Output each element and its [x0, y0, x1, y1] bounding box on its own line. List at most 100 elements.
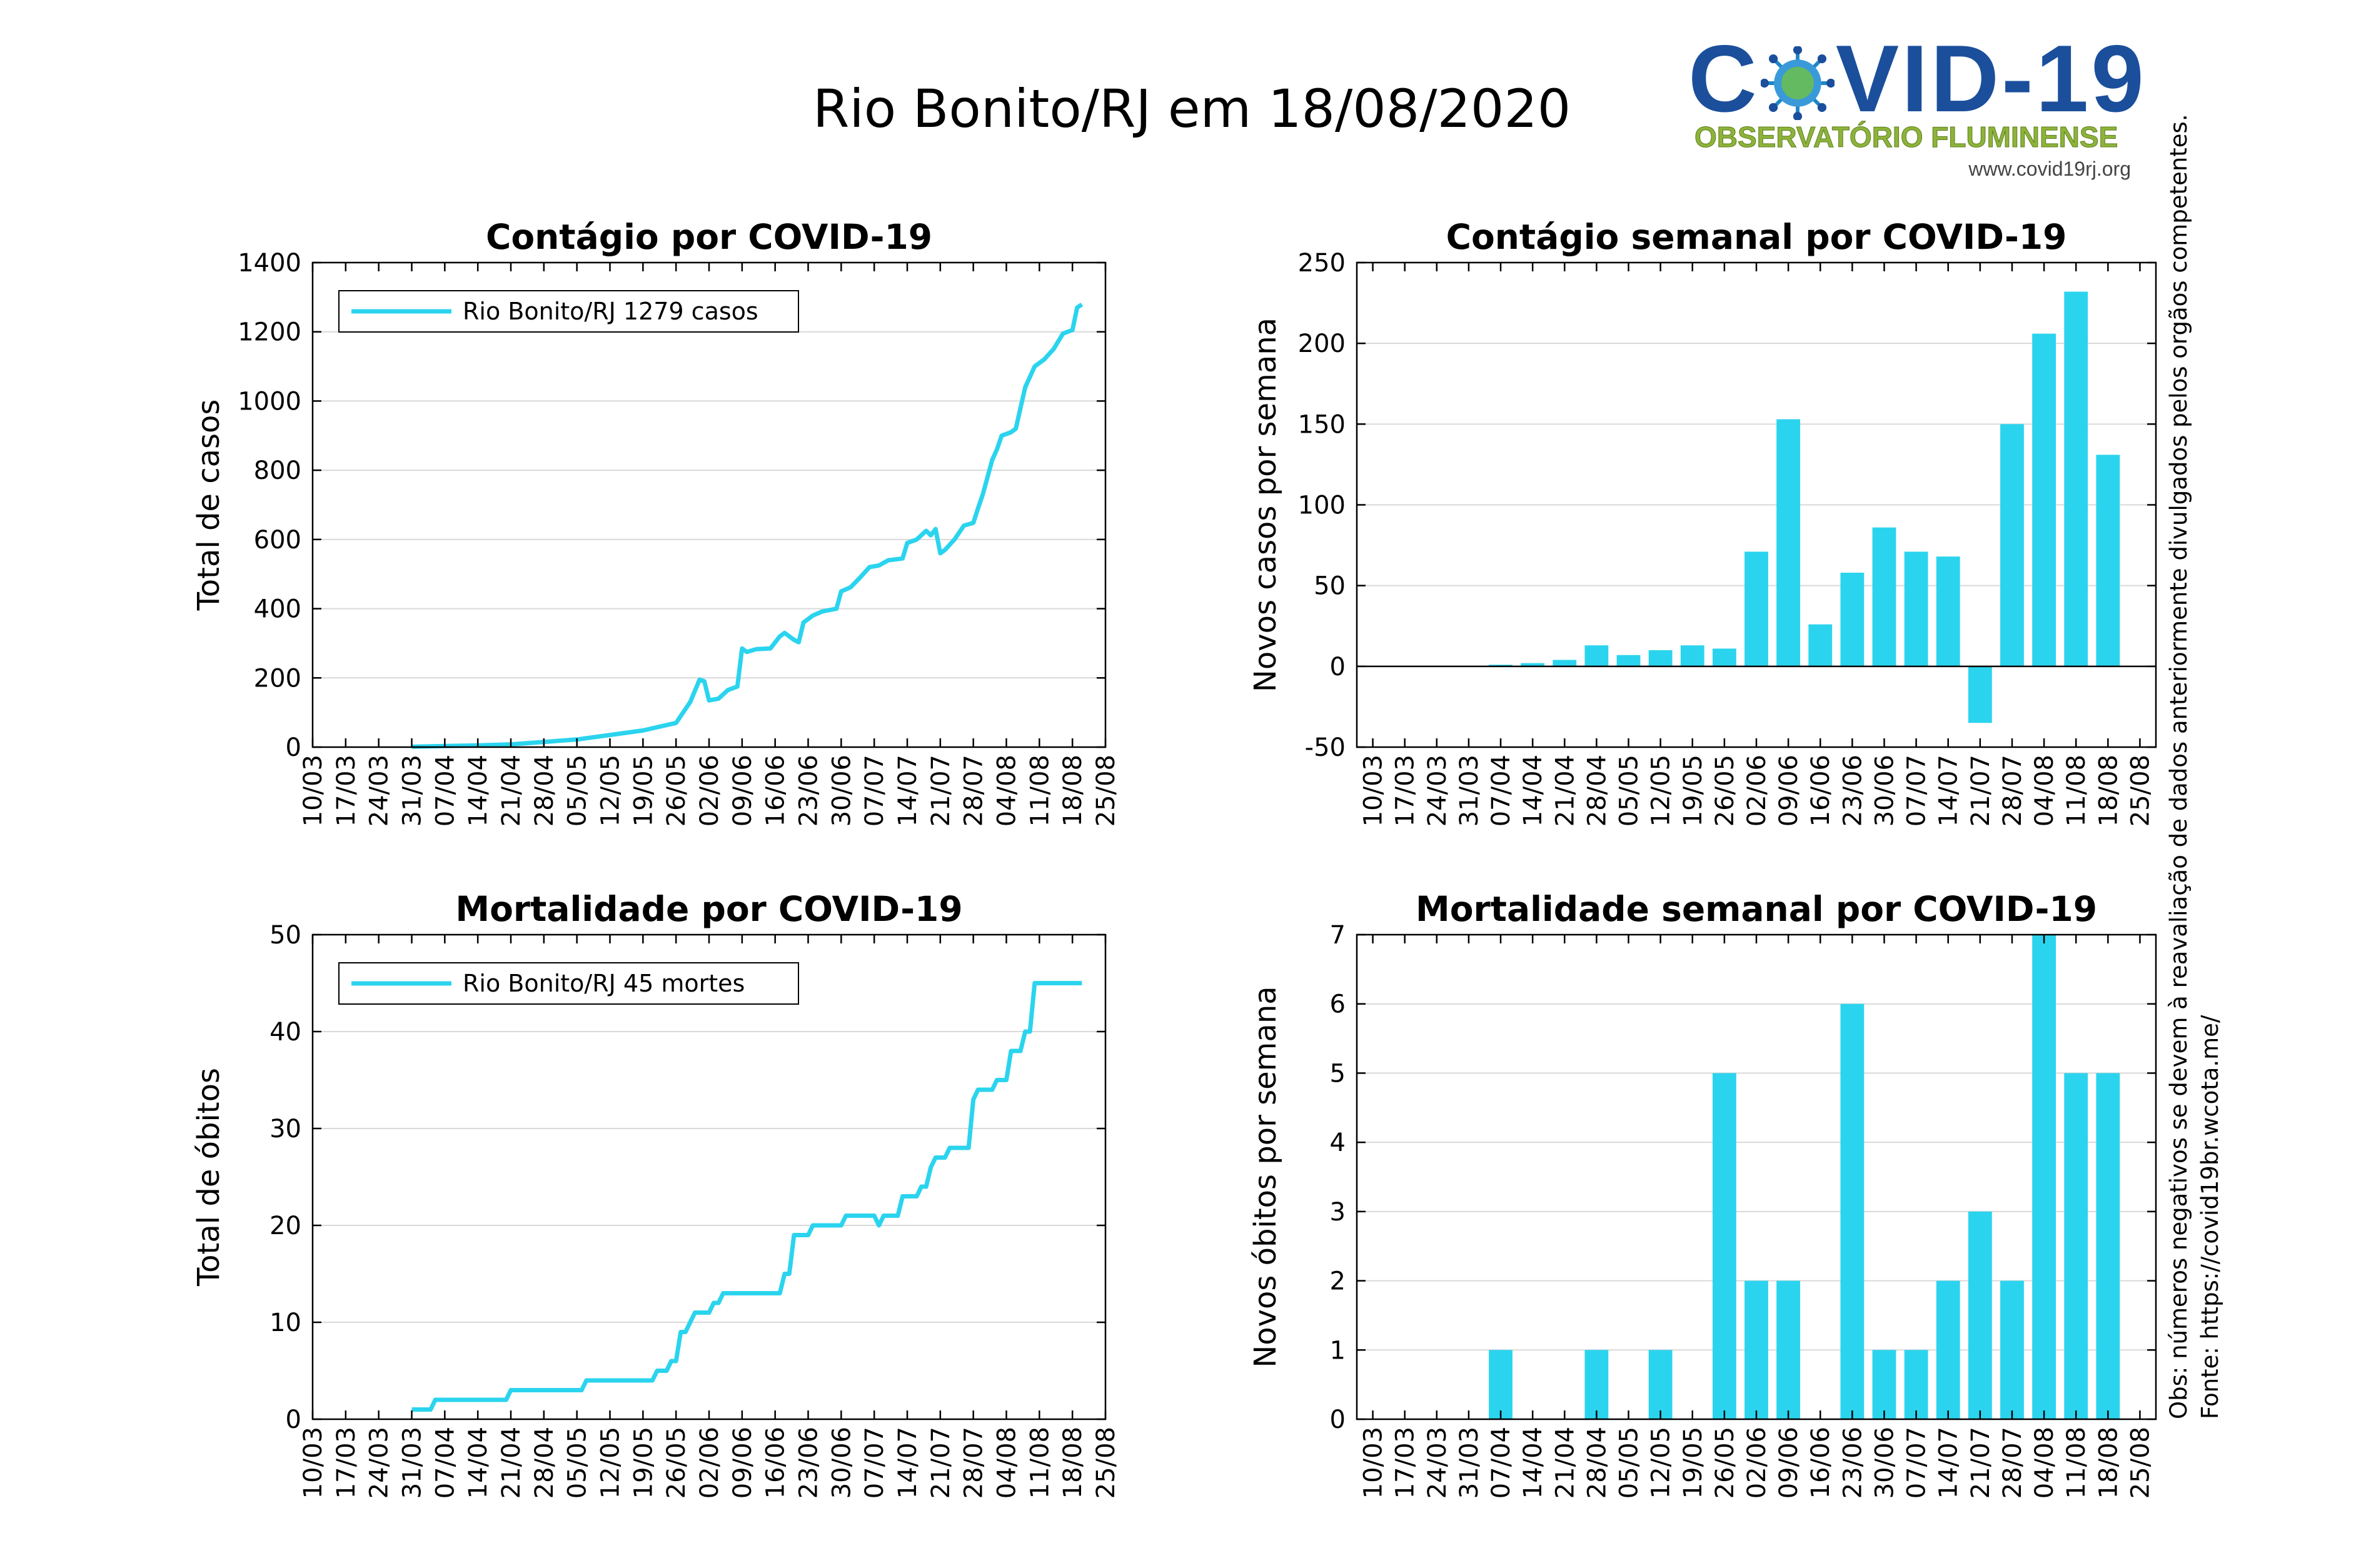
cum-deaths-ytick-label: 10 [269, 1309, 301, 1337]
weekly-deaths-xtick-label: 31/03 [1455, 1427, 1484, 1499]
weekly-deaths-xtick-label: 07/07 [1903, 1427, 1931, 1499]
weekly-cases-xtick-label: 28/04 [1583, 755, 1611, 827]
cum-deaths-xtick-label: 28/04 [530, 1427, 559, 1499]
cum-deaths-xtick-label: 14/07 [894, 1427, 922, 1499]
cum-deaths-xtick-label: 09/06 [728, 1427, 757, 1499]
weekly-cases-xtick-label: 07/07 [1903, 755, 1931, 827]
cum-cases-ytick-label: 1000 [238, 387, 301, 416]
weekly-deaths-xtick-label: 28/07 [1998, 1427, 2027, 1499]
weekly-deaths-bar [1936, 1280, 1960, 1419]
logo-wordmark: C VID-19 [1688, 31, 2147, 126]
cum-cases-xtick-label: 28/07 [960, 755, 989, 827]
cum-cases-ylabel: Total de casos [191, 400, 226, 611]
cum-cases-xtick-label: 05/05 [563, 755, 592, 827]
cum-cases-ytick-label: 1200 [238, 318, 301, 347]
weekly-deaths-bar [1489, 1350, 1513, 1419]
weekly-cases-ytick-label: -50 [1305, 733, 1346, 762]
cum-deaths-xtick-label: 02/06 [695, 1427, 724, 1499]
weekly-deaths-bar [1648, 1350, 1673, 1419]
cum-cases-chart: 0 200 400 600 800 1000 1200 1400 10/03 17/03 24/03… [191, 217, 1120, 827]
cum-cases-ytick-label: 0 [286, 733, 301, 762]
cum-deaths-xtick-label: 07/07 [860, 1427, 889, 1499]
weekly-deaths-xtick-label: 26/05 [1711, 1427, 1739, 1499]
cum-cases-xtick-label: 12/05 [597, 755, 625, 827]
weekly-deaths-xtick-label: 16/06 [1806, 1427, 1835, 1499]
cum-deaths-xtick-label: 10/03 [299, 1427, 328, 1499]
weekly-deaths-xtick-label: 24/03 [1423, 1427, 1452, 1499]
cum-deaths-xtick-label: 07/04 [431, 1427, 460, 1499]
weekly-cases-xtick-label: 30/06 [1870, 755, 1899, 827]
cum-deaths-xtick-label: 30/06 [827, 1427, 856, 1499]
weekly-cases-ytick-label: 100 [1298, 491, 1346, 520]
cum-deaths-xtick-label: 21/04 [497, 1427, 526, 1499]
weekly-deaths-bar [2000, 1280, 2024, 1419]
weekly-deaths-xtick-label: 25/08 [2126, 1427, 2155, 1499]
weekly-cases-bar [1776, 419, 1801, 666]
weekly-deaths-xtick-label: 09/06 [1774, 1427, 1803, 1499]
weekly-deaths-ytick-label: 1 [1330, 1336, 1346, 1365]
weekly-deaths-xtick-label: 28/04 [1583, 1427, 1611, 1499]
weekly-deaths-bar [2096, 1073, 2120, 1419]
weekly-deaths-xtick-label: 02/06 [1743, 1427, 1771, 1499]
cum-cases-xtick-label: 30/06 [827, 755, 856, 827]
cum-cases-ytick-label: 400 [254, 595, 301, 624]
weekly-cases-bar [1840, 573, 1865, 666]
weekly-deaths-ytick-label: 7 [1330, 921, 1346, 950]
weekly-deaths-ytick-label: 2 [1330, 1267, 1346, 1296]
weekly-cases-bar [1553, 660, 1577, 666]
weekly-deaths-xtick-label: 18/08 [2094, 1427, 2123, 1499]
cum-deaths-xtick-label: 25/08 [1092, 1427, 1120, 1499]
cum-deaths-xtick-label: 19/05 [629, 1427, 658, 1499]
weekly-cases-ytick-label: 250 [1298, 249, 1346, 278]
weekly-deaths-bar [1744, 1280, 1768, 1419]
cum-deaths-ytick-label: 40 [269, 1018, 301, 1047]
weekly-cases-ytick-label: 50 [1314, 572, 1346, 601]
cum-deaths-xtick-label: 23/06 [795, 1427, 823, 1499]
weekly-cases-bar [1744, 551, 1768, 666]
cum-deaths-xtick-label: 24/03 [365, 1427, 394, 1499]
weekly-cases-xtick-label: 21/04 [1551, 755, 1579, 827]
logo-subtitle: OBSERVATÓRIO FLUMINENSE [1694, 121, 2118, 154]
weekly-cases-xtick-label: 16/06 [1806, 755, 1835, 827]
weekly-deaths-ylabel: Novos óbitos por semana [1248, 986, 1283, 1367]
weekly-deaths-bar [1968, 1211, 1992, 1419]
cum-cases-title: Contágio por COVID-19 [486, 217, 932, 257]
cum-cases-series-line [411, 303, 1084, 749]
weekly-deaths-bar [1584, 1350, 1609, 1419]
cum-cases-ytick-label: 200 [254, 664, 301, 693]
logo-url: www.covid19rj.org [1968, 158, 2131, 180]
weekly-cases-xtick-label: 07/04 [1487, 755, 1516, 827]
weekly-deaths-ytick-label: 4 [1330, 1128, 1346, 1157]
cum-cases-xtick-label: 31/03 [398, 755, 427, 827]
weekly-cases-ylabel: Novos casos por semana [1248, 318, 1283, 692]
cum-cases-xtick-label: 07/07 [860, 755, 889, 827]
weekly-deaths-title: Mortalidade semanal por COVID-19 [1416, 889, 2097, 929]
weekly-cases-xtick-label: 02/06 [1743, 755, 1771, 827]
weekly-deaths-xtick-label: 04/08 [2030, 1427, 2059, 1499]
cum-cases-xtick-label: 24/03 [365, 755, 394, 827]
cum-deaths-xtick-label: 11/08 [1025, 1427, 1054, 1499]
cum-deaths-ytick-label: 0 [286, 1405, 301, 1434]
cum-cases-xtick-label: 14/04 [464, 755, 493, 827]
weekly-deaths-xtick-label: 11/08 [2062, 1427, 2091, 1499]
cum-cases-xtick-label: 14/07 [894, 755, 922, 827]
weekly-cases-ytick-label: 0 [1330, 653, 1346, 681]
cum-cases-xtick-label: 10/03 [299, 755, 328, 827]
weekly-cases-bar [1648, 650, 1673, 666]
weekly-cases-bar [1872, 527, 1896, 666]
weekly-cases-xtick-label: 14/04 [1519, 755, 1548, 827]
cum-cases-xtick-label: 19/05 [629, 755, 658, 827]
cum-cases-xtick-label: 21/04 [497, 755, 526, 827]
weekly-deaths-xtick-label: 21/04 [1551, 1427, 1579, 1499]
cum-deaths-xtick-label: 17/03 [332, 1427, 361, 1499]
weekly-cases-xtick-label: 11/08 [2062, 755, 2091, 827]
weekly-deaths-ytick-label: 3 [1330, 1198, 1346, 1227]
weekly-deaths-xtick-label: 30/06 [1870, 1427, 1899, 1499]
cum-cases-legend-label: Rio Bonito/RJ 1279 casos [463, 298, 758, 325]
weekly-deaths-ytick-label: 5 [1330, 1059, 1346, 1088]
cum-deaths-xtick-label: 05/05 [563, 1427, 592, 1499]
weekly-deaths-xtick-label: 19/05 [1679, 1427, 1708, 1499]
weekly-cases-bar [1584, 645, 1609, 666]
